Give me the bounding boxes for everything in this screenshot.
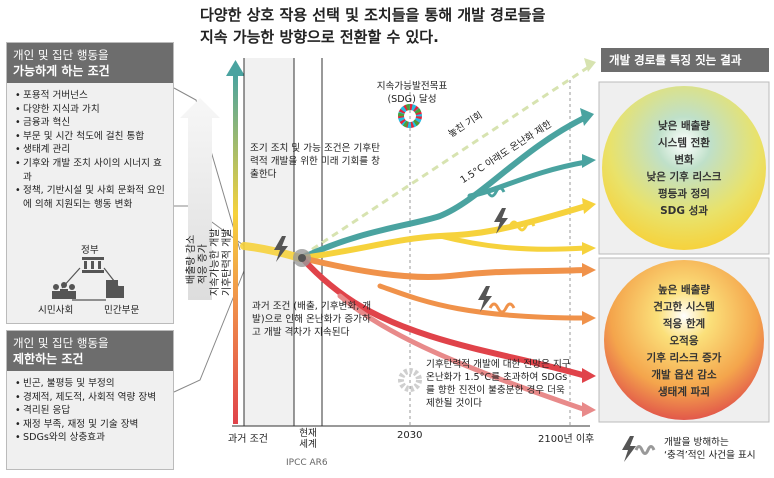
private-sector-icon <box>106 280 124 298</box>
good-outcome-item: 시스템 전환 <box>658 137 710 149</box>
constraining-head-line1: 개인 및 집단 행동을 <box>13 336 109 350</box>
past-conditions-note: 과거 조건 (배출, 기후변화, 개발)으로 인해 온난화가 증가하고 개발 격… <box>252 301 372 338</box>
bad-outcome-item: 기후 리스크 증가 <box>646 352 722 364</box>
good-outcome-globe <box>602 86 766 250</box>
bad-outcomes-text: 높은 배출량 견고한 시스템 적응 한계 오적응 기후 리스크 증가 개발 옵션… <box>609 282 759 401</box>
axis-past-label: 과거 조건 <box>228 434 268 445</box>
bad-outcome-item: 높은 배출량 <box>658 284 710 296</box>
title-line-2: 지속 가능한 방향으로 전환할 수 있다. <box>200 28 439 46</box>
sdg-wheel-faded-icon <box>398 368 422 392</box>
bad-outcome-globe <box>604 260 764 420</box>
enabling-conditions-header: 개인 및 집단 행동을 가능하게 하는 조건 <box>7 43 173 83</box>
good-outcome-item: 낮은 기후 리스크 <box>646 171 722 183</box>
enabling-conditions-panel: 개인 및 집단 행동을 가능하게 하는 조건 포용적 거버넌스 다양한 지식과 … <box>6 42 174 324</box>
good-outcome-item: 변화 <box>674 154 694 166</box>
actor-government-label: 정부 <box>81 245 99 256</box>
legend-line1: 개발을 방해하는 <box>664 437 729 448</box>
bad-outcome-item: 적응 한계 <box>662 318 706 330</box>
axis-2100-label: 2100년 이후 <box>538 434 595 445</box>
list-item: 다양한 지식과 가치 <box>15 103 167 117</box>
enabling-list: 포용적 거버넌스 다양한 지식과 가치 금융과 혁신 부문 및 시간 척도에 걸… <box>7 83 173 211</box>
list-item: SDGs와의 상충효과 <box>15 431 167 445</box>
list-item: 빈곤, 불평등 및 부정의 <box>15 377 167 391</box>
bad-outcome-item: 견고한 시스템 <box>653 301 715 313</box>
teal-pathway <box>299 115 587 261</box>
axis-2030-label: 2030 <box>397 430 423 441</box>
shock-squiggle <box>488 302 516 314</box>
constraining-conditions-header: 개인 및 집단 행동을 제한하는 조건 <box>7 331 173 371</box>
missed-arrow-icon <box>584 58 596 72</box>
shock-squiggle <box>508 220 536 232</box>
sdg-label: 지속가능발전목표 (SDG) 달성 <box>376 81 448 105</box>
enabling-head-line2: 가능하게 하는 조건 <box>13 64 110 78</box>
list-item: 재정 부족, 재정 및 기술 장벽 <box>15 418 167 432</box>
missed-opportunity-path <box>301 64 591 258</box>
good-outcome-item: 평등과 정의 <box>658 188 710 200</box>
up-arrow-icon <box>180 98 220 300</box>
legend-line2: ‘충격’적인 사건을 표시 <box>664 450 756 461</box>
list-item: 생태계 관리 <box>15 143 167 157</box>
list-item: 격리된 응답 <box>15 404 167 418</box>
list-item: 부문 및 시간 척도에 걸친 통합 <box>15 130 167 144</box>
actor-private-sector-label: 민간부문 <box>104 305 140 316</box>
shock-lightning-icon <box>274 208 508 312</box>
good-outcome-item: 낮은 배출량 <box>658 120 710 132</box>
government-icon <box>82 257 104 273</box>
good-outcomes-text: 낮은 배출량 시스템 전환 변화 낮은 기후 리스크 평등과 정의 SDG 성과 <box>609 118 759 220</box>
arrow-label-line2: 적응 증가 <box>198 244 209 284</box>
diagram-title: 다양한 상호 작용 선택 및 조치들을 통해 개발 경로들을 지속 가능한 방향… <box>200 4 545 48</box>
list-item: 기후와 개발 조치 사이의 시너지 효과 <box>15 157 167 184</box>
list-item: 경제적, 제도적, 사회적 역량 장벽 <box>15 391 167 405</box>
enabling-head-line1: 개인 및 집단 행동을 <box>13 48 109 62</box>
resilience-axis <box>233 74 238 424</box>
present-world-band <box>244 58 294 426</box>
constraining-list: 빈곤, 불평등 및 부정의 경제적, 제도적, 사회적 역량 장벽 격리된 응답… <box>7 371 173 445</box>
axis-arrow-icon <box>226 60 245 76</box>
axis-present-label: 현재 세계 <box>299 428 317 450</box>
bad-outcome-item: 오적응 <box>669 335 699 347</box>
actor-civil-society-label: 시민사회 <box>38 305 74 316</box>
arrow-label-line1: 배출량 감소 <box>186 234 197 284</box>
good-outcome-item: SDG 성과 <box>660 205 708 217</box>
arrow-label-line3: 지속가능한 개발 <box>210 228 221 296</box>
legend-text: 개발을 방해하는 ‘충격’적인 사건을 표시 <box>664 436 756 462</box>
title-line-1: 다양한 상호 작용 선택 및 조치들을 통해 개발 경로들을 <box>200 6 546 24</box>
list-item: 포용적 거버넌스 <box>15 89 167 103</box>
orange-pathway <box>299 255 589 281</box>
list-item: 금융과 혁신 <box>15 116 167 130</box>
results-header: 개발 경로를 특징 짓는 결과 <box>601 48 769 72</box>
arrow-label-group: 배출량 감소 적응 증가 지속가능한 개발 기후탄력적 개발 <box>186 228 234 296</box>
source-label: IPCC AR6 <box>286 458 328 468</box>
sdg-wheel-icon <box>398 104 422 128</box>
opportunity-note: 조기 조치 및 가능 조건은 기후탄력적 개발을 위한 미래 기회를 창출한다 <box>250 143 380 180</box>
arrow-label-line4: 기후탄력적 개발 <box>222 228 233 296</box>
bad-outcome-item: 생태계 파괴 <box>658 386 710 398</box>
constraining-conditions-panel: 개인 및 집단 행동을 제한하는 조건 빈곤, 불평등 및 부정의 경제적, 제… <box>6 330 174 470</box>
legend-shock-icon <box>622 436 656 462</box>
civil-society-icon <box>52 282 76 299</box>
constraining-head-line2: 제한하는 조건 <box>13 352 84 366</box>
list-item: 정책, 기반시설 및 사회 문화적 요인에 의해 지원되는 행동 변화 <box>15 184 167 211</box>
bad-outcome-item: 개발 옵션 감소 <box>651 369 717 381</box>
shock-squiggle <box>478 186 506 198</box>
future-prospect-note: 기후탄력적 개발에 대한 전망은 지구온난화가 1.5°C를 초과하여 SDGs… <box>426 359 571 409</box>
red-pathway <box>299 255 589 379</box>
